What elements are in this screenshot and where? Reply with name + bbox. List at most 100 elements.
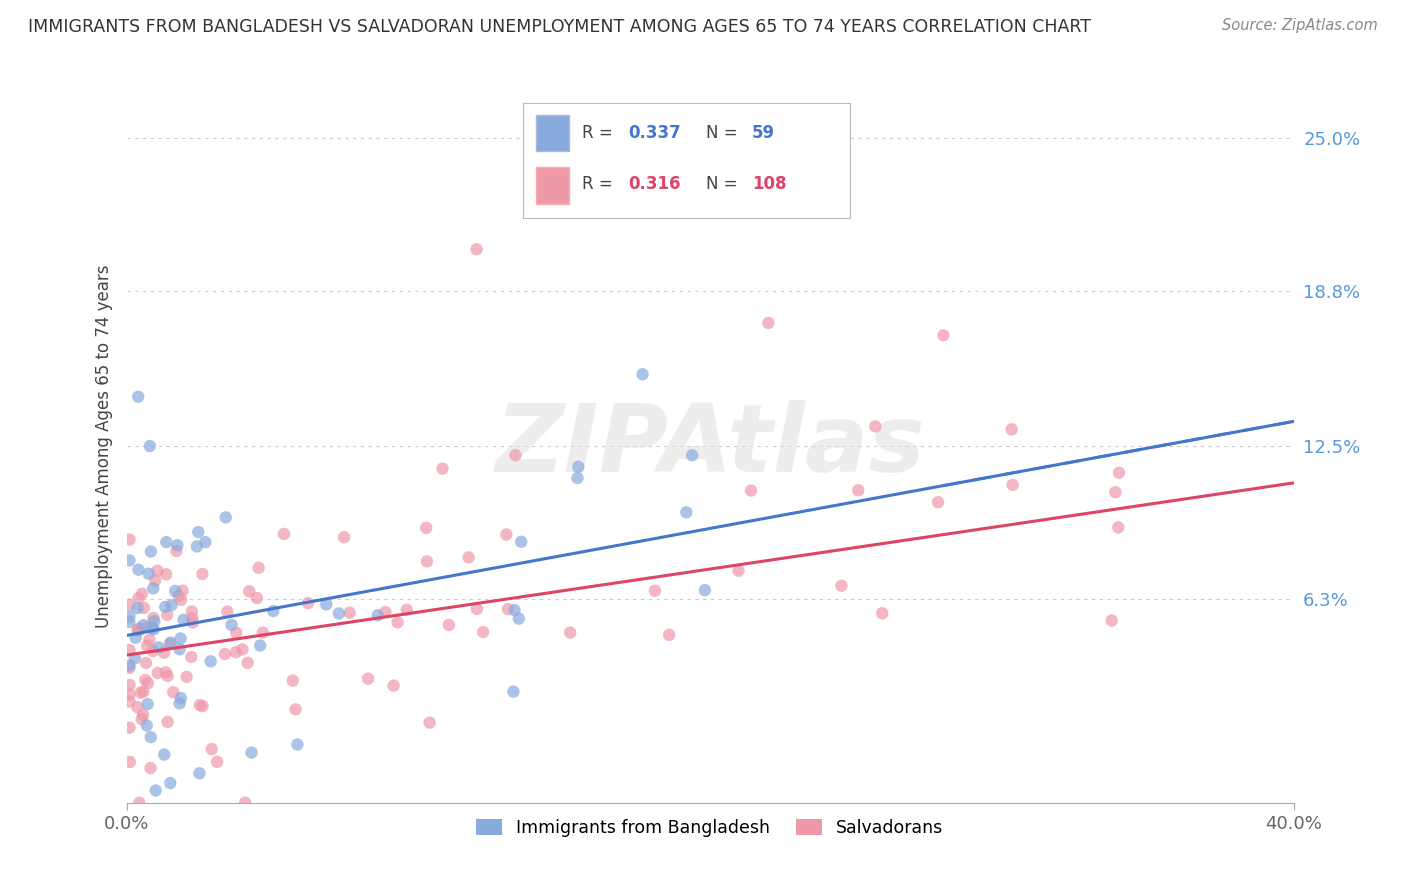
Point bbox=[136, 620, 159, 634]
Point bbox=[465, 242, 488, 256]
Point bbox=[155, 599, 177, 614]
Point bbox=[188, 766, 211, 780]
Point bbox=[156, 714, 179, 729]
Point bbox=[132, 707, 155, 722]
Text: Source: ZipAtlas.com: Source: ZipAtlas.com bbox=[1222, 18, 1378, 33]
Point bbox=[756, 316, 779, 330]
Point bbox=[1108, 466, 1130, 480]
Point bbox=[129, 686, 152, 700]
Point bbox=[155, 567, 177, 582]
Point bbox=[141, 621, 163, 635]
Point bbox=[159, 776, 181, 790]
Point bbox=[870, 607, 893, 621]
Point bbox=[187, 524, 209, 539]
Point bbox=[136, 639, 159, 653]
Point bbox=[181, 611, 204, 625]
Point bbox=[846, 483, 869, 498]
Point bbox=[128, 796, 150, 810]
Point bbox=[127, 623, 149, 637]
Point bbox=[927, 495, 949, 509]
Point bbox=[139, 544, 162, 558]
Point bbox=[159, 635, 181, 649]
Point bbox=[419, 715, 441, 730]
Point bbox=[333, 530, 356, 544]
Point bbox=[166, 538, 188, 552]
Point bbox=[681, 448, 703, 462]
Point bbox=[132, 684, 155, 698]
Point bbox=[387, 615, 409, 630]
Point bbox=[132, 618, 155, 632]
Point bbox=[138, 566, 160, 581]
Point bbox=[932, 328, 955, 343]
Point bbox=[180, 649, 202, 664]
Point bbox=[205, 755, 228, 769]
Point bbox=[1101, 614, 1123, 628]
Point bbox=[132, 600, 155, 615]
Point bbox=[225, 645, 247, 659]
Point bbox=[191, 699, 214, 714]
Point bbox=[138, 632, 160, 647]
Point bbox=[693, 583, 716, 598]
Point bbox=[169, 697, 191, 711]
Point bbox=[472, 625, 495, 640]
Point bbox=[560, 625, 582, 640]
Point bbox=[136, 697, 159, 711]
Point bbox=[145, 783, 167, 797]
Point bbox=[865, 419, 887, 434]
Point bbox=[246, 591, 269, 605]
Point bbox=[374, 605, 396, 619]
Point bbox=[508, 612, 530, 626]
Point bbox=[148, 640, 170, 655]
Point bbox=[127, 591, 149, 606]
Point bbox=[165, 584, 187, 599]
Point bbox=[328, 607, 350, 621]
Point bbox=[136, 676, 159, 690]
Point bbox=[142, 623, 165, 637]
Legend: Immigrants from Bangladesh, Salvadorans: Immigrants from Bangladesh, Salvadorans bbox=[470, 813, 950, 844]
Point bbox=[165, 544, 187, 558]
Point bbox=[156, 669, 179, 683]
Point bbox=[127, 601, 149, 615]
Point bbox=[675, 505, 697, 519]
Point bbox=[339, 606, 361, 620]
Point bbox=[142, 582, 165, 596]
Point bbox=[432, 461, 454, 475]
Point bbox=[153, 646, 176, 660]
Text: IMMIGRANTS FROM BANGLADESH VS SALVADORAN UNEMPLOYMENT AMONG AGES 65 TO 74 YEARS : IMMIGRANTS FROM BANGLADESH VS SALVADORAN… bbox=[28, 18, 1091, 36]
Point bbox=[118, 598, 141, 612]
Point bbox=[416, 554, 439, 568]
Point bbox=[155, 535, 177, 549]
Point bbox=[240, 746, 263, 760]
Point bbox=[118, 643, 141, 657]
Point bbox=[143, 574, 166, 588]
Point bbox=[181, 605, 204, 619]
Point bbox=[181, 615, 204, 630]
Point bbox=[118, 755, 141, 769]
Point bbox=[128, 624, 150, 638]
Point bbox=[631, 367, 654, 381]
Point bbox=[131, 712, 153, 726]
Point bbox=[1104, 485, 1126, 500]
Point bbox=[415, 521, 437, 535]
Point bbox=[155, 665, 177, 680]
Point bbox=[231, 642, 253, 657]
Point bbox=[214, 647, 236, 661]
Point bbox=[201, 742, 224, 756]
Point bbox=[225, 625, 247, 640]
Point bbox=[128, 622, 150, 636]
Point bbox=[567, 471, 589, 485]
Point bbox=[567, 459, 589, 474]
Point bbox=[131, 587, 153, 601]
Point bbox=[217, 605, 239, 619]
Point bbox=[658, 628, 681, 642]
Point bbox=[170, 691, 193, 706]
Point bbox=[437, 618, 460, 632]
Point bbox=[173, 613, 195, 627]
Point bbox=[118, 553, 141, 567]
Point bbox=[142, 644, 165, 658]
Point bbox=[118, 688, 141, 702]
Point bbox=[194, 535, 217, 549]
Point bbox=[510, 534, 533, 549]
Point bbox=[139, 439, 162, 453]
Point bbox=[496, 602, 519, 616]
